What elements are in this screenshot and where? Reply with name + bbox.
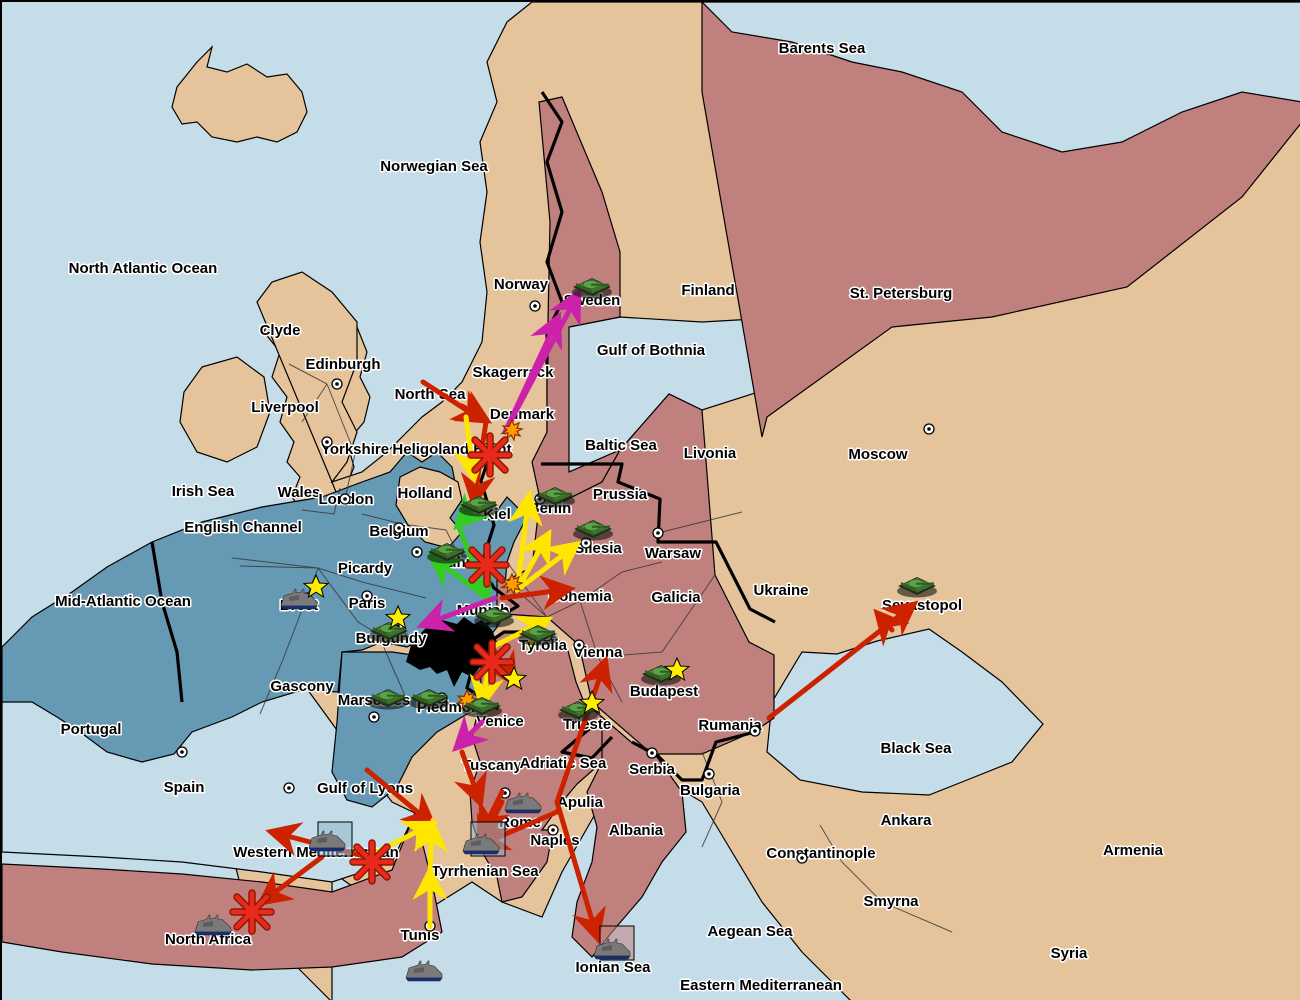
svg-text:Serbia: Serbia xyxy=(629,761,676,778)
svg-text:Apulia: Apulia xyxy=(557,794,603,811)
svg-text:Norwegian Sea: Norwegian Sea xyxy=(380,158,488,175)
svg-text:Livonia: Livonia xyxy=(684,445,737,462)
svg-text:Prussia: Prussia xyxy=(593,486,648,503)
svg-text:North Atlantic Ocean: North Atlantic Ocean xyxy=(69,260,218,277)
svg-text:Budapest: Budapest xyxy=(630,683,698,700)
svg-text:Liverpool: Liverpool xyxy=(251,399,319,416)
svg-text:Ankara: Ankara xyxy=(881,812,933,829)
svg-text:Barents Sea: Barents Sea xyxy=(779,40,866,57)
svg-text:Moscow: Moscow xyxy=(848,446,908,463)
svg-text:Norway: Norway xyxy=(494,276,549,293)
svg-text:Syria: Syria xyxy=(1051,945,1088,962)
svg-text:Constantinople: Constantinople xyxy=(766,845,875,862)
svg-text:Holland: Holland xyxy=(398,485,453,502)
svg-text:Irish Sea: Irish Sea xyxy=(172,483,235,500)
svg-text:Edinburgh: Edinburgh xyxy=(306,356,381,373)
svg-text:Aegean Sea: Aegean Sea xyxy=(707,923,793,940)
svg-text:Armenia: Armenia xyxy=(1103,842,1164,859)
svg-text:Finland: Finland xyxy=(681,282,734,299)
svg-text:Smyrna: Smyrna xyxy=(863,893,919,910)
svg-text:Mid-Atlantic Ocean: Mid-Atlantic Ocean xyxy=(55,593,191,610)
svg-text:St. Petersburg: St. Petersburg xyxy=(850,285,953,302)
svg-text:Sevastopol: Sevastopol xyxy=(882,597,962,614)
svg-text:Warsaw: Warsaw xyxy=(645,545,701,562)
svg-text:Baltic Sea: Baltic Sea xyxy=(585,437,657,454)
svg-text:Wales: Wales xyxy=(278,484,321,501)
svg-text:English Channel: English Channel xyxy=(184,519,302,536)
svg-text:Tyrrhenian Sea: Tyrrhenian Sea xyxy=(431,863,539,880)
svg-text:Gulf of Bothnia: Gulf of Bothnia xyxy=(597,342,706,359)
svg-text:Gascony: Gascony xyxy=(270,678,334,695)
svg-text:Ionian Sea: Ionian Sea xyxy=(575,959,651,976)
svg-text:Bulgaria: Bulgaria xyxy=(680,782,741,799)
svg-text:Spain: Spain xyxy=(164,779,205,796)
svg-text:Black Sea: Black Sea xyxy=(881,740,953,757)
svg-text:Denmark: Denmark xyxy=(490,406,555,423)
svg-text:Portugal: Portugal xyxy=(61,721,122,738)
svg-text:Albania: Albania xyxy=(609,822,664,839)
svg-text:Clyde: Clyde xyxy=(260,322,301,339)
svg-text:Picardy: Picardy xyxy=(338,560,393,577)
svg-text:Galicia: Galicia xyxy=(651,589,701,606)
svg-text:Eastern Mediterranean: Eastern Mediterranean xyxy=(680,977,842,994)
svg-text:Adriatic Sea: Adriatic Sea xyxy=(520,755,607,772)
svg-text:Ukraine: Ukraine xyxy=(753,582,808,599)
